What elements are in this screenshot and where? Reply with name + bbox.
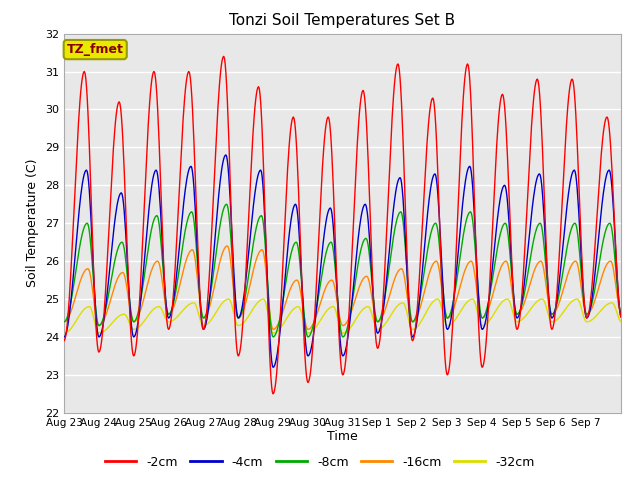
X-axis label: Time: Time [327,431,358,444]
Legend: -2cm, -4cm, -8cm, -16cm, -32cm: -2cm, -4cm, -8cm, -16cm, -32cm [100,451,540,474]
Y-axis label: Soil Temperature (C): Soil Temperature (C) [26,159,39,288]
Text: TZ_fmet: TZ_fmet [67,43,124,56]
Title: Tonzi Soil Temperatures Set B: Tonzi Soil Temperatures Set B [229,13,456,28]
